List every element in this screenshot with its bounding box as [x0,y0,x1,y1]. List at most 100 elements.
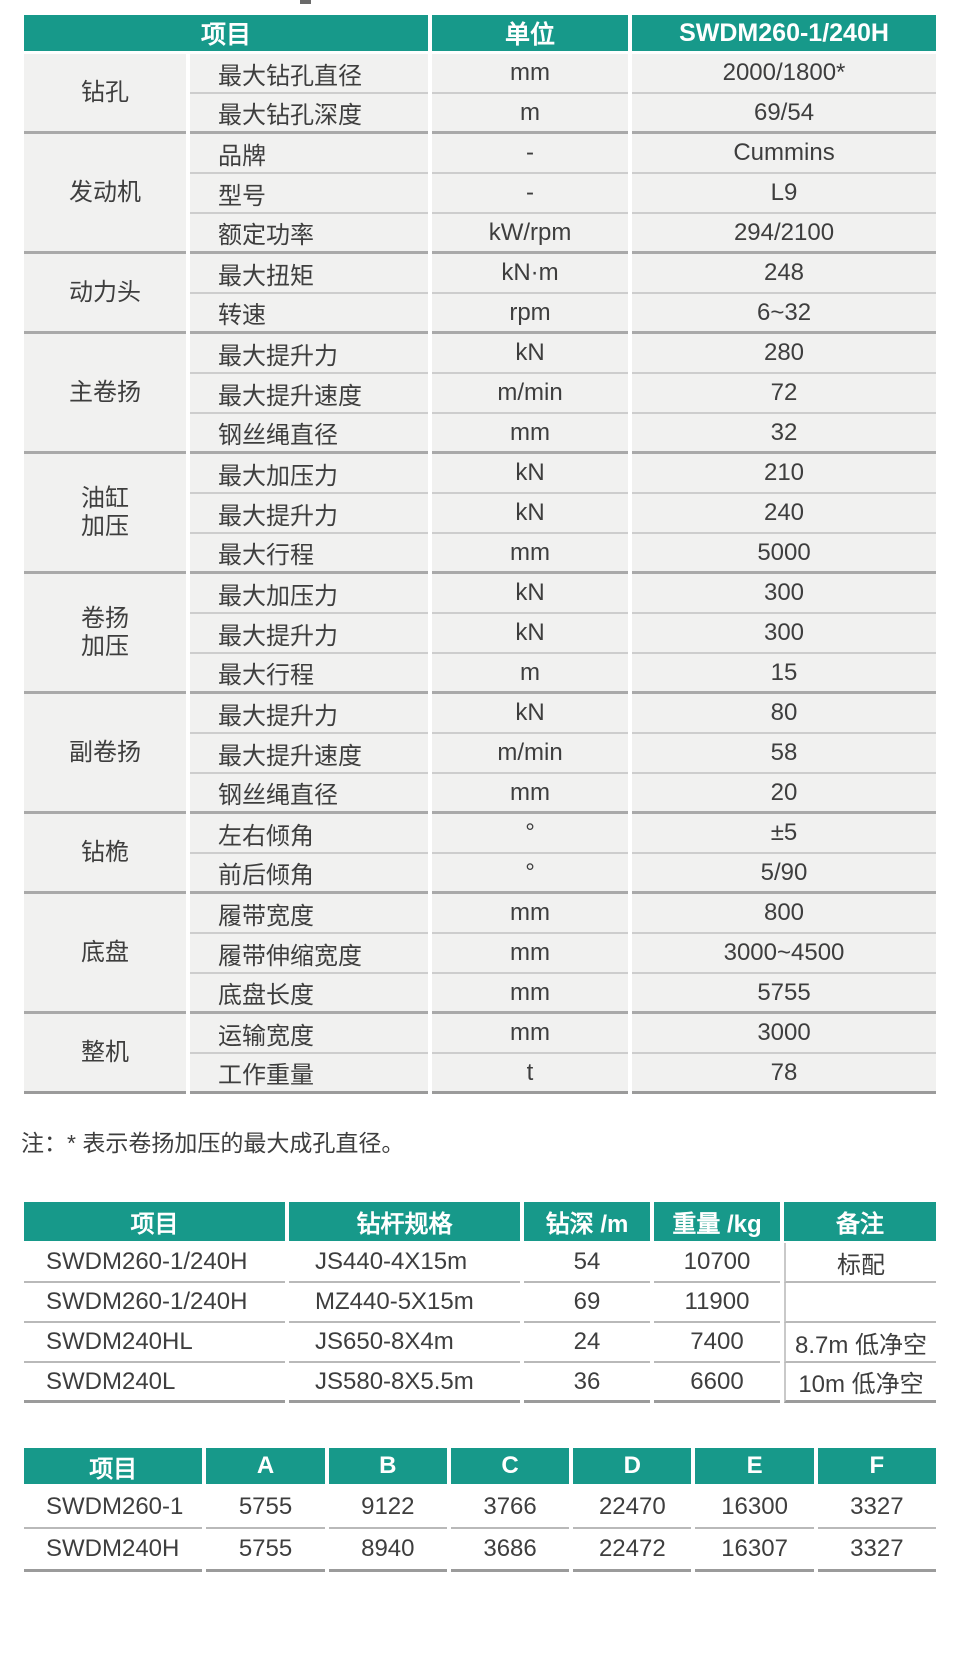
rod-weight-cell: 11900 [654,1283,780,1323]
category-cell: 主卷扬 [24,334,186,454]
rod-weight-cell: 6600 [654,1363,780,1403]
rod-col-header-remark: 备注 [784,1202,936,1243]
rod-spec-cell: JS580-8X5.5m [289,1363,520,1403]
category-cell: 钻孔 [24,54,186,134]
spec-row: 整机 运输宽度 mm 3000 [24,1014,937,1094]
category-cell: 整机 [24,1014,186,1094]
value-cell: 78 [632,1054,937,1094]
unit-cell: mm [432,974,629,1014]
main-spec-table-body: 钻孔 最大钻孔直径 mm 2000/1800* 最大钻孔深度 m 69/54 发动机 品牌 - Cu… [24,54,937,1094]
spec-row: 工作重量 t 78 [24,1054,937,1094]
dim-a-cell: 5755 [206,1486,325,1529]
value-cell: 240 [632,494,937,534]
rod-col-header-weight: 重量 /kg [654,1202,780,1243]
main-spec-table-header: 项目 单位 SWDM260-1/240H [24,15,937,54]
value-cell: 3000~4500 [632,934,937,974]
value-cell: 3000 [632,1014,937,1054]
unit-cell: kN [432,694,629,734]
dim-e-cell: 16300 [695,1486,814,1529]
spec-row: 卷扬 加压 最大加压力 kN 300 [24,574,937,694]
item-cell: 钢丝绳直径 [190,774,429,814]
item-cell: 最大提升力 [190,614,429,654]
unit-cell: t [432,1054,629,1094]
unit-cell: ° [432,854,629,894]
rod-spec-cell: JS440-4X15m [289,1243,520,1283]
rod-depth-cell: 24 [524,1323,650,1363]
rod-spec-cell: MZ440-5X15m [289,1283,520,1323]
value-cell: 248 [632,254,937,294]
dimension-table-header: 项目 A B C D E F [24,1448,936,1486]
dimension-table-row: SWDM240H 5755 8940 3686 22472 16307 3327 [24,1529,936,1572]
category-cell: 发动机 [24,134,186,254]
value-cell: 15 [632,654,937,694]
rod-item-cell: SWDM240L [24,1363,285,1403]
rod-depth-cell: 69 [524,1283,650,1323]
dim-b-cell: 9122 [328,1486,447,1529]
item-cell: 最大加压力 [190,454,429,494]
unit-cell: mm [432,774,629,814]
dim-f-cell: 3327 [817,1529,936,1572]
spec-row: 钻孔 最大钻孔直径 mm 2000/1800* [24,54,937,134]
category-cell: 钻桅 [24,814,186,894]
item-cell: 工作重量 [190,1054,429,1094]
unit-cell: m [432,94,629,134]
item-cell: 最大提升力 [190,334,429,374]
spec-row: 油缸 加压 最大加压力 kN 210 [24,454,937,574]
value-cell: 2000/1800* [632,54,937,94]
value-cell: 69/54 [632,94,937,134]
item-cell: 运输宽度 [190,1014,429,1054]
spec-row: 动力头 最大扭矩 kN·m 248 [24,254,937,334]
drill-rod-table: 项目 钻杆规格 钻深 /m 重量 /kg 备注 SWDM260-1/240H JS… [20,1202,940,1403]
drill-rod-table-body: SWDM260-1/240H JS440-4X15m 54 10700 标配 SWDM26… [24,1243,936,1403]
rod-depth-cell: 36 [524,1363,650,1403]
category-cell: 动力头 [24,254,186,334]
dimension-table-body: SWDM260-1 5755 9122 3766 22470 16300 3327 SWDM2… [24,1486,936,1572]
item-cell: 品牌 [190,134,429,174]
spec-row: 转速 rpm 6~32 [24,294,937,334]
unit-cell: mm [432,414,629,454]
col-header-unit: 单位 [432,15,629,54]
header-row: 项目 钻杆规格 钻深 /m 重量 /kg 备注 [24,1202,936,1243]
item-cell: 型号 [190,174,429,214]
spec-row: 主卷扬 最大提升力 kN 280 [24,334,937,454]
unit-cell: mm [432,934,629,974]
header-row: 项目 单位 SWDM260-1/240H [24,15,937,54]
unit-cell: mm [432,1014,629,1054]
item-cell: 钢丝绳直径 [190,414,429,454]
rod-table-row: SWDM240HL JS650-8X4m 24 7400 8.7m 低净空 [24,1323,936,1363]
unit-cell: ° [432,814,629,854]
rod-depth-cell: 54 [524,1243,650,1283]
rod-remark-cell: 8.7m 低净空 [784,1323,936,1363]
dim-col-header-b: B [328,1448,447,1486]
rod-item-cell: SWDM260-1/240H [24,1243,285,1283]
item-cell: 最大钻孔直径 [190,54,429,94]
item-cell: 底盘长度 [190,974,429,1014]
unit-cell: kN [432,334,629,374]
value-cell: L9 [632,174,937,214]
value-cell: 32 [632,414,937,454]
spec-sheet-page: 项目 单位 SWDM260-1/240H 钻孔 最大钻孔直径 mm 2000/1800… [20,0,940,1572]
spec-row: 最大行程 mm 5000 [24,534,937,574]
dimension-table-row: SWDM260-1 5755 9122 3766 22470 16300 3327 [24,1486,936,1529]
spec-row: 最大提升力 kN 300 [24,614,937,654]
value-cell: 300 [632,574,937,614]
item-cell: 最大扭矩 [190,254,429,294]
main-spec-table: 项目 单位 SWDM260-1/240H 钻孔 最大钻孔直径 mm 2000/1800… [20,15,940,1094]
unit-cell: kN [432,454,629,494]
item-cell: 最大行程 [190,534,429,574]
rod-item-cell: SWDM260-1/240H [24,1283,285,1323]
dim-c-cell: 3766 [450,1486,570,1529]
spec-row: 最大提升速度 m/min 72 [24,374,937,414]
value-cell: 20 [632,774,937,814]
dim-col-header-d: D [573,1448,692,1486]
dim-a-cell: 5755 [206,1529,325,1572]
rod-col-header-item: 项目 [24,1202,285,1243]
rod-weight-cell: 7400 [654,1323,780,1363]
item-cell: 左右倾角 [190,814,429,854]
item-cell: 最大提升力 [190,494,429,534]
spec-row: 钢丝绳直径 mm 32 [24,414,937,454]
dim-col-header-f: F [817,1448,936,1486]
item-cell: 最大提升力 [190,694,429,734]
category-cell: 副卷扬 [24,694,186,814]
value-cell: 6~32 [632,294,937,334]
